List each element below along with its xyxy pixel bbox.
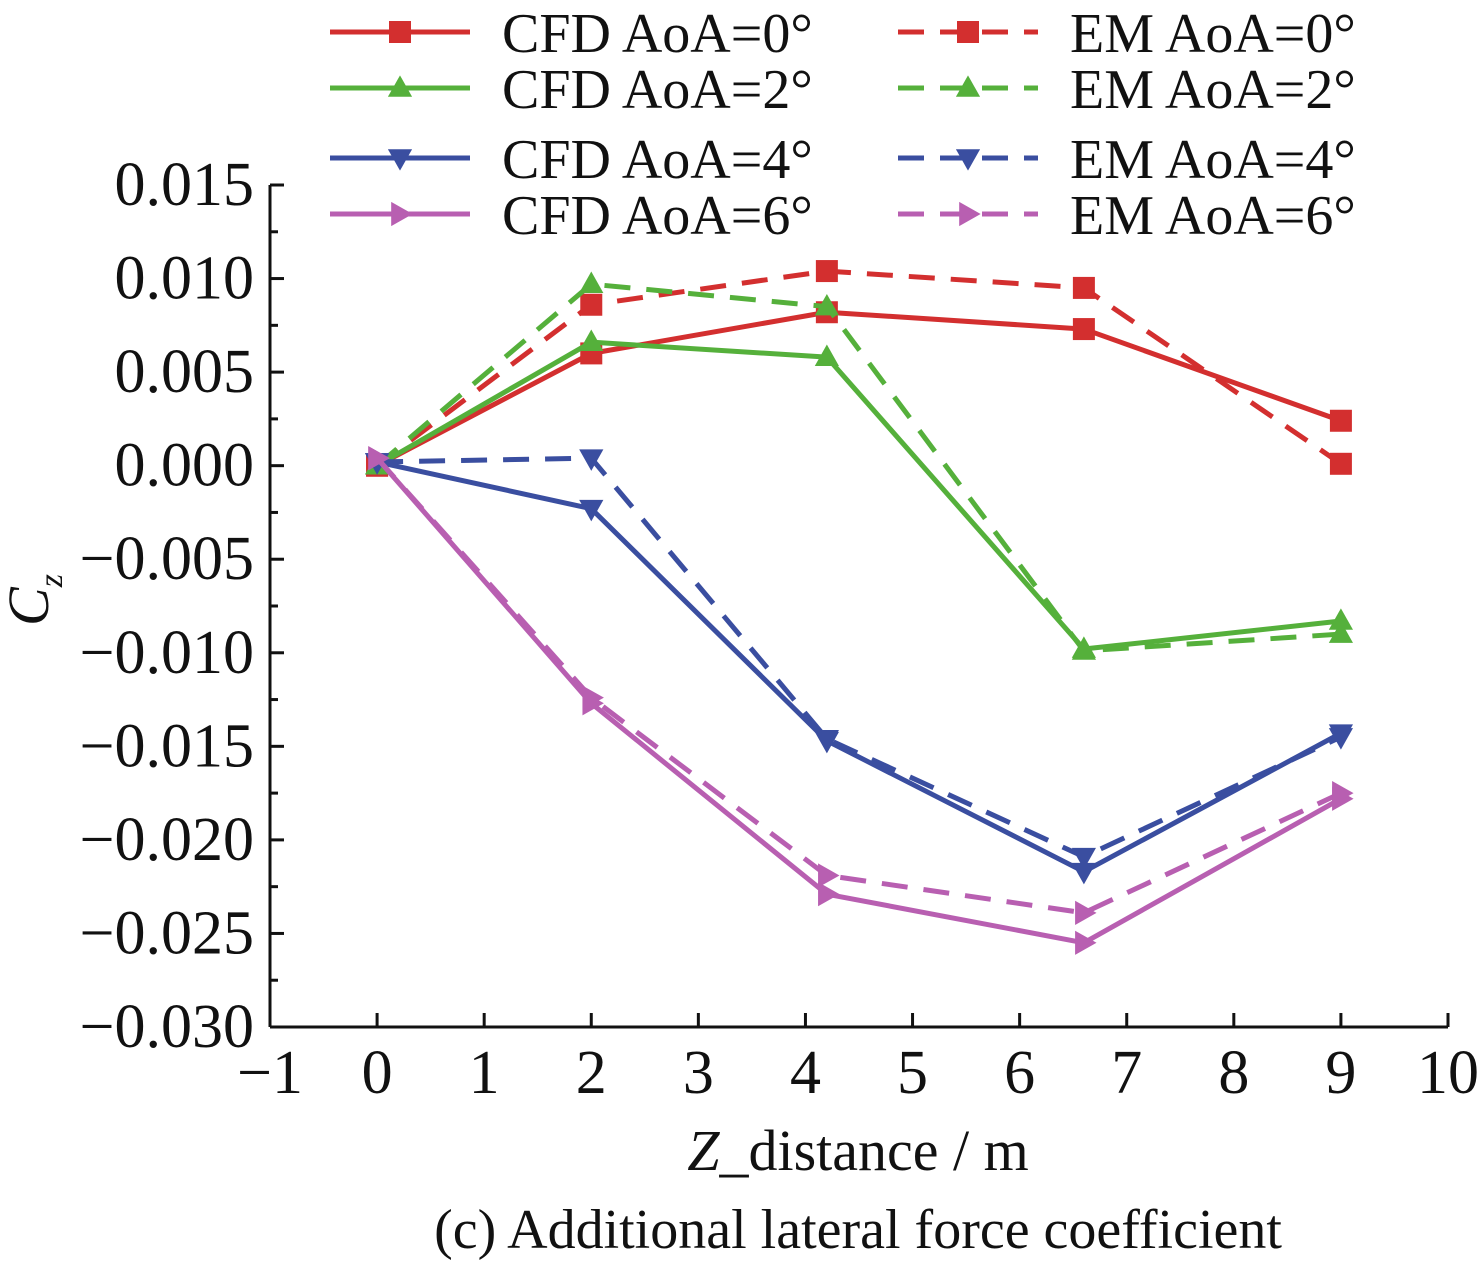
data-point-marker (818, 863, 840, 888)
data-point-marker (814, 293, 839, 316)
legend-swatch-marker (391, 201, 413, 227)
data-point-marker (579, 449, 604, 471)
x-tick-label: 10 (1417, 1039, 1479, 1107)
plot-area (364, 260, 1354, 955)
x-tick-label: 7 (1111, 1039, 1142, 1107)
series-line (364, 271, 1354, 660)
y-axis-label-subscript: z (33, 574, 70, 588)
legend-label: CFD AoA=0° (502, 3, 813, 65)
y-tick-label: −0.015 (80, 712, 254, 780)
x-axis-label: Z_distance / m (687, 1118, 1029, 1183)
y-tick-label: −0.005 (80, 525, 254, 593)
legend-swatch-marker (387, 75, 413, 97)
x-axis-label-rest: _distance / m (719, 1118, 1029, 1183)
data-point-marker (1075, 930, 1097, 955)
legend-swatch-marker (387, 149, 413, 171)
y-tick-label: 0.015 (115, 151, 255, 219)
y-tick-label: −0.020 (80, 806, 254, 874)
legend-label: EM AoA=0° (1070, 3, 1356, 65)
series-line (364, 453, 1354, 885)
y-tick-label: −0.025 (80, 899, 254, 967)
x-tick-label: 8 (1218, 1039, 1249, 1107)
legend-item: CFD AoA=4° (330, 129, 813, 191)
x-tick-label: 2 (576, 1039, 607, 1107)
data-point-marker (814, 344, 839, 366)
legend-item: EM AoA=4° (898, 129, 1356, 191)
data-point-marker (814, 730, 839, 752)
series-line (368, 446, 1354, 925)
y-tick-label: −0.030 (80, 993, 254, 1061)
data-point-marker (1328, 728, 1354, 750)
data-point-marker (1071, 638, 1096, 660)
data-point-marker (580, 293, 603, 316)
data-point-marker (815, 260, 838, 283)
axes: 0.015 0.010 0.005 0.000 −0.005 −0.010 −0.015 −0… (80, 151, 1479, 1107)
legend-swatch-marker (957, 21, 979, 43)
series-path (375, 456, 1342, 916)
series-path (375, 281, 1342, 654)
legend-label: EM AoA=2° (1070, 59, 1356, 121)
data-point-marker (1072, 276, 1095, 299)
legend-swatch-marker (959, 201, 981, 227)
data-point-marker (1332, 781, 1354, 806)
x-tick-label: 0 (362, 1039, 393, 1107)
y-tick-label: 0.010 (115, 245, 255, 313)
x-tick-label: 6 (1004, 1039, 1035, 1107)
legend-label: CFD AoA=2° (502, 59, 813, 121)
data-point-marker (579, 499, 604, 522)
data-point-marker (579, 271, 604, 293)
data-point-marker (1075, 900, 1097, 925)
data-point-marker (1072, 318, 1095, 341)
data-point-marker (1329, 452, 1352, 475)
y-axis-label: Cz (0, 574, 70, 626)
data-point-marker (579, 329, 604, 351)
legend-label: CFD AoA=4° (502, 129, 813, 191)
data-point-marker (1071, 862, 1096, 885)
x-axis-label-variable: Z (687, 1118, 720, 1183)
y-tick-label: 0.000 (115, 432, 255, 500)
series-path (375, 309, 1342, 468)
series-path (377, 455, 1342, 860)
data-point-marker (1328, 621, 1354, 643)
data-point-marker (1071, 847, 1096, 870)
data-point-marker (582, 685, 604, 710)
series-line (366, 260, 1352, 477)
y-tick-label: −0.010 (80, 619, 254, 687)
x-tick-label: 5 (897, 1039, 928, 1107)
chart-caption: (c) Additional lateral force coefficient (434, 1199, 1282, 1261)
y-tick-label: 0.005 (115, 338, 255, 406)
legend-item: CFD AoA=6° (330, 185, 813, 247)
data-point-marker (818, 882, 840, 907)
y-axis-label-variable: C (0, 586, 61, 626)
x-tick-label: 4 (790, 1039, 821, 1107)
data-point-marker (1328, 608, 1354, 630)
x-tick-label: 9 (1325, 1039, 1356, 1107)
legend-item: CFD AoA=0° (330, 3, 813, 65)
legend-swatch-marker (955, 149, 981, 171)
x-tick-label: 3 (683, 1039, 714, 1107)
legend-item: EM AoA=6° (898, 185, 1356, 247)
x-tick-label: 1 (469, 1039, 500, 1107)
series-path (376, 459, 1343, 875)
legend-label: EM AoA=4° (1070, 129, 1356, 191)
legend-item: EM AoA=2° (898, 59, 1356, 121)
legend-swatch-marker (389, 21, 411, 43)
legend-swatch-marker (955, 75, 981, 97)
data-point-marker (368, 446, 390, 471)
x-tick-label: −1 (237, 1039, 303, 1107)
series-path (375, 456, 1343, 946)
legend-label: EM AoA=6° (1070, 185, 1356, 247)
data-point-marker (1329, 409, 1352, 432)
legend: CFD AoA=0° EM AoA=0° CFD AoA=2° EM AoA=2° CF… (330, 3, 1356, 247)
legend-item: EM AoA=0° (898, 3, 1356, 65)
legend-label: CFD AoA=6° (502, 185, 813, 247)
legend-item: CFD AoA=2° (330, 59, 813, 121)
